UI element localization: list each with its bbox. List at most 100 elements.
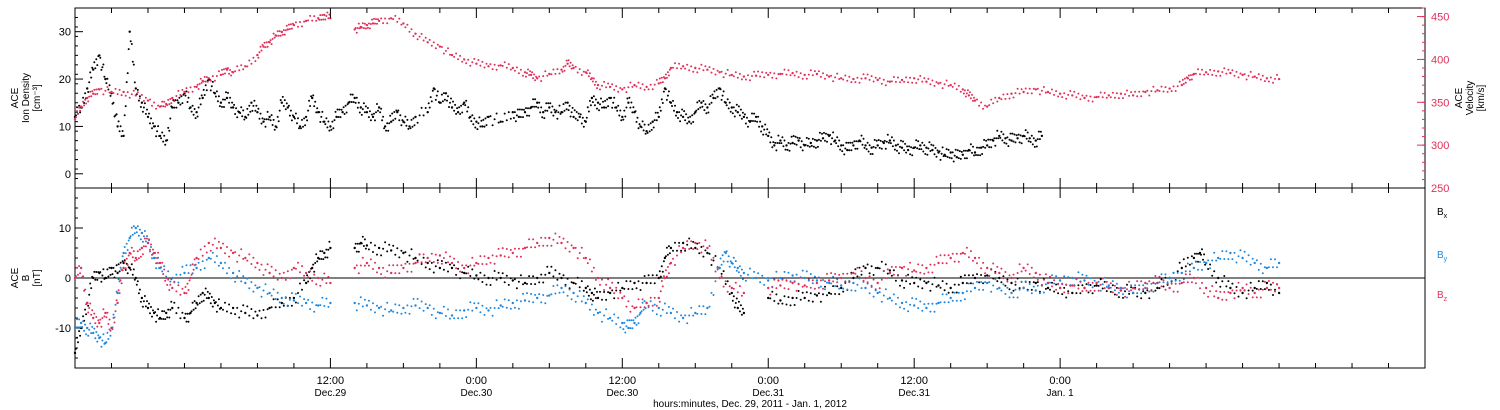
bottom-point (213, 261, 216, 264)
bottom-point (919, 300, 922, 303)
top-point (566, 101, 569, 104)
top-point (563, 69, 566, 72)
bottom-point (622, 328, 625, 331)
bottom-point (787, 271, 790, 274)
top-point (1075, 96, 1078, 99)
bottom-point (789, 304, 792, 307)
top-point (1015, 134, 1018, 137)
top-point (1001, 139, 1004, 142)
top-point (572, 66, 575, 70)
bottom-point (596, 296, 600, 300)
bottom-point (1152, 290, 1155, 293)
bottom-point (1146, 282, 1149, 285)
bottom-point (726, 280, 729, 283)
top-point (283, 33, 286, 36)
top-point (191, 90, 194, 93)
top-point (795, 70, 798, 73)
bottom-point (1231, 282, 1234, 285)
bottom-point (256, 261, 259, 265)
top-point (555, 109, 558, 112)
top-point (830, 74, 833, 77)
top-point (196, 115, 199, 118)
top-point (377, 19, 381, 23)
top-point (976, 146, 978, 149)
top-point (1018, 92, 1021, 95)
bottom-point (113, 276, 116, 279)
top-point (450, 106, 454, 109)
top-point (442, 92, 445, 95)
bottom-point (664, 269, 667, 272)
bottom-point (611, 319, 614, 322)
bottom-point (903, 286, 906, 289)
top-point (383, 125, 387, 128)
bottom-point (117, 263, 120, 266)
top-point (556, 68, 559, 71)
top-point (880, 147, 883, 150)
top-point (968, 91, 971, 94)
bottom-point (990, 268, 993, 271)
bottom-point (890, 274, 893, 277)
bottom-point (242, 257, 245, 260)
bottom-point (517, 307, 520, 310)
bottom-point (256, 286, 259, 290)
top-point (260, 49, 263, 52)
bottom-point (775, 293, 778, 296)
bottom-point (440, 262, 443, 265)
top-point (252, 56, 255, 59)
bottom-point (1154, 289, 1157, 292)
x-tick-time: 12:00 (609, 375, 637, 387)
bottom-point (534, 246, 537, 249)
top-point (299, 21, 301, 23)
bottom-point (282, 302, 285, 305)
top-point (621, 115, 624, 119)
bottom-point (574, 246, 577, 249)
bottom-point (406, 304, 409, 307)
top-point (941, 146, 944, 149)
bottom-point (596, 311, 600, 315)
bottom-point (631, 327, 634, 330)
bottom-point (250, 308, 253, 310)
bottom-point (420, 263, 423, 265)
top-point (123, 114, 126, 117)
bottom-point (90, 332, 93, 335)
top-point (126, 72, 129, 75)
top-point (304, 19, 308, 23)
bottom-point (187, 289, 190, 291)
top-point (531, 71, 534, 74)
bottom-point (483, 255, 486, 258)
top-point (428, 38, 431, 41)
bottom-point (1063, 291, 1066, 294)
top-point (907, 81, 910, 84)
top-point (315, 19, 318, 22)
bottom-point (124, 252, 127, 255)
bottom-point (874, 267, 877, 269)
bottom-point (708, 252, 711, 255)
top-point (757, 70, 760, 73)
top-point (680, 114, 683, 117)
bottom-point (1146, 287, 1149, 290)
bottom-point (82, 275, 85, 278)
bottom-point (949, 296, 952, 300)
top-point (104, 77, 107, 81)
top-point (361, 22, 364, 25)
top-point (849, 141, 852, 144)
top-point (658, 106, 661, 109)
bottom-point (799, 298, 802, 301)
top-point (902, 140, 904, 143)
top-point (619, 87, 622, 89)
bottom-point (1034, 281, 1038, 285)
bottom-point (1136, 280, 1139, 283)
top-point (825, 132, 827, 135)
top-point (352, 101, 355, 104)
bottom-point (250, 263, 253, 265)
bottom-point (187, 320, 190, 323)
top-point (1251, 76, 1254, 79)
top-point (1036, 87, 1039, 90)
bottom-point (130, 246, 133, 249)
top-yr-tick-label: 450 (1431, 12, 1449, 24)
top-point (1217, 70, 1220, 73)
bottom-point (76, 318, 78, 321)
top-point (144, 112, 147, 115)
bottom-point (503, 281, 506, 284)
